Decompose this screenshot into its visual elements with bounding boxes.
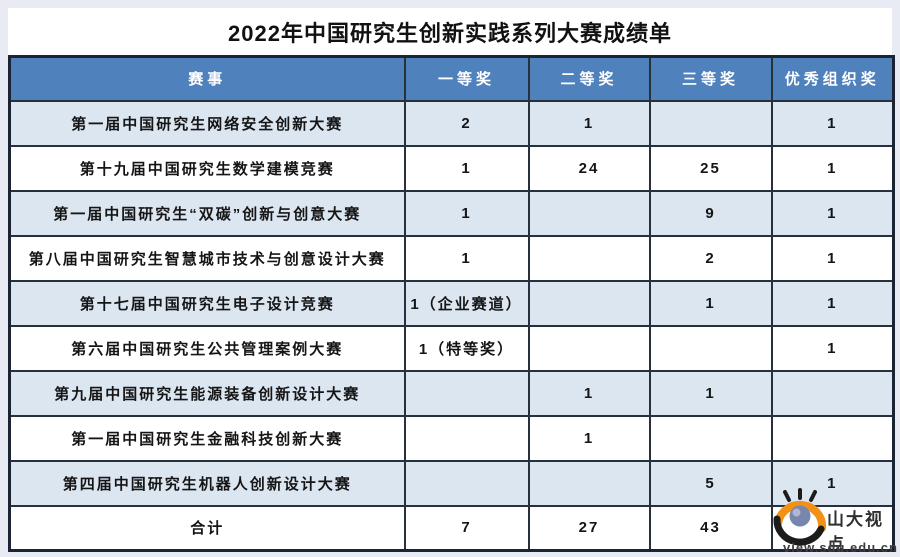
second-prize-cell [527,459,651,507]
first-prize-cell: 1（企业赛道） [403,279,530,327]
first-prize-cell: 1 [403,234,530,282]
third-prize-cell [648,414,773,462]
org-award-cell: 1 [770,279,895,327]
org-award-cell: 1 [770,144,895,192]
third-prize-cell [648,99,773,147]
header-row: 赛事 一等奖 二等奖 三等奖 优秀组织奖 [8,55,895,102]
total-third-prize: 43 [648,504,773,552]
competition-name: 第四届中国研究生机器人创新设计大赛 [8,459,406,507]
third-prize-cell: 25 [648,144,773,192]
third-prize-cell: 5 [648,459,773,507]
total-first-prize: 7 [403,504,530,552]
competition-name: 第六届中国研究生公共管理案例大赛 [8,324,406,372]
column-header-second-prize: 二等奖 [527,55,651,102]
first-prize-cell [403,414,530,462]
second-prize-cell [527,234,651,282]
table-row: 第六届中国研究生公共管理案例大赛 1（特等奖） 1 [8,324,895,372]
table-row: 第四届中国研究生机器人创新设计大赛 5 1 [8,459,895,507]
competition-name: 第八届中国研究生智慧城市技术与创意设计大赛 [8,234,406,282]
column-header-competition: 赛事 [8,55,406,102]
first-prize-cell: 1 [403,189,530,237]
table-row: 第十九届中国研究生数学建模竞赛 1 24 25 1 [8,144,895,192]
watermark-site-name: 山大视点 [827,510,884,554]
table-row: 第一届中国研究生“双碳”创新与创意大赛 1 9 1 [8,189,895,237]
total-second-prize: 27 [527,504,651,552]
org-award-cell: 1 [770,189,895,237]
third-prize-cell: 9 [648,189,773,237]
third-prize-cell: 2 [648,234,773,282]
competition-name: 第一届中国研究生“双碳”创新与创意大赛 [8,189,406,237]
org-award-cell: 1 [770,324,895,372]
column-header-first-prize: 一等奖 [403,55,530,102]
table-row: 第十七届中国研究生电子设计竞赛 1（企业赛道） 1 1 [8,279,895,327]
first-prize-cell: 2 [403,99,530,147]
column-header-org-award: 优秀组织奖 [770,55,895,102]
second-prize-cell: 1 [527,99,651,147]
third-prize-cell [648,324,773,372]
org-award-cell [770,369,895,417]
second-prize-cell: 24 [527,144,651,192]
org-award-cell: 1 [770,234,895,282]
table-row: 第八届中国研究生智慧城市技术与创意设计大赛 1 2 1 [8,234,895,282]
table-row: 第一届中国研究生网络安全创新大赛 2 1 1 [8,99,895,147]
third-prize-cell: 1 [648,279,773,327]
table-row: 第一届中国研究生金融科技创新大赛 1 [8,414,895,462]
total-row: 合计 7 27 43 [8,504,895,552]
third-prize-cell: 1 [648,369,773,417]
first-prize-cell [403,369,530,417]
competition-name: 第九届中国研究生能源装备创新设计大赛 [8,369,406,417]
second-prize-cell: 1 [527,414,651,462]
competition-name: 第一届中国研究生网络安全创新大赛 [8,99,406,147]
scoresheet-panel: 2022年中国研究生创新实践系列大赛成绩单 赛事 一等奖 二等奖 三等奖 优秀组… [8,8,895,552]
org-award-cell: 1 [770,99,895,147]
first-prize-cell: 1 [403,144,530,192]
total-label: 合计 [8,504,406,552]
sdu-viewpoint-eye-icon [773,488,827,546]
second-prize-cell [527,189,651,237]
results-table: 赛事 一等奖 二等奖 三等奖 优秀组织奖 第一届中国研究生网络安全创新大赛 2 … [8,55,895,552]
second-prize-cell [527,279,651,327]
org-award-cell: 1 [770,459,895,507]
competition-name: 第十七届中国研究生电子设计竞赛 [8,279,406,327]
second-prize-cell: 1 [527,369,651,417]
column-header-third-prize: 三等奖 [648,55,773,102]
page-title: 2022年中国研究生创新实践系列大赛成绩单 [228,20,672,46]
competition-name: 第一届中国研究生金融科技创新大赛 [8,414,406,462]
title-bar: 2022年中国研究生创新实践系列大赛成绩单 [8,8,892,55]
second-prize-cell [527,324,651,372]
competition-name: 第十九届中国研究生数学建模竞赛 [8,144,406,192]
watermark-site-url: view.sdu.edu.cn [783,540,898,555]
org-award-cell [770,414,895,462]
first-prize-cell: 1（特等奖） [403,324,530,372]
table-row: 第九届中国研究生能源装备创新设计大赛 1 1 [8,369,895,417]
first-prize-cell [403,459,530,507]
